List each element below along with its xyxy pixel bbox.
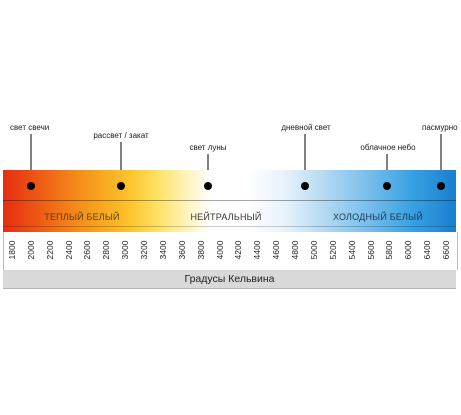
- marker-sunrise: [117, 182, 125, 190]
- tick-label: 4800: [290, 240, 301, 260]
- label-candle: свет свечи: [10, 123, 50, 132]
- tick-label: 5200: [327, 240, 338, 260]
- tick-label: 2000: [25, 240, 36, 260]
- zone-cold-label: ХОЛОДНЫЙ БЕЛЫЙ: [333, 212, 423, 222]
- tick-label: 2600: [82, 240, 93, 260]
- tick-label: 6000: [403, 240, 414, 260]
- label-sunrise: рассвет / закат: [93, 131, 149, 140]
- tick-label: 5800: [384, 240, 395, 260]
- band-divider-bottom: [3, 226, 456, 227]
- tick-label: 6400: [422, 240, 433, 260]
- kelvin-scale: [3, 232, 458, 270]
- label-overcast: пасмурно: [422, 123, 458, 132]
- band-divider-top: [3, 200, 456, 201]
- color-temperature-band: [3, 170, 456, 232]
- marker-daylight: [301, 182, 309, 190]
- label-moon: свет луны: [189, 143, 227, 152]
- zone-neutral-label: НЕЙТРАЛЬНЫЙ: [190, 212, 262, 222]
- marker-cloudy: [383, 182, 391, 190]
- tick-label: 3800: [195, 240, 206, 260]
- tick-label: 1800: [7, 240, 17, 260]
- tick-label: 3000: [120, 240, 131, 260]
- tick-label: 2400: [63, 240, 74, 260]
- tick-label: 5600: [365, 240, 376, 260]
- label-daylight: дневной свет: [281, 123, 331, 132]
- tick-label: 5400: [346, 240, 357, 260]
- tick-label: 5000: [308, 240, 319, 260]
- tick-label: 3400: [157, 240, 168, 260]
- marker-candle: [27, 182, 35, 190]
- tick-label: 6600: [441, 240, 451, 260]
- tick-label: 4000: [214, 240, 225, 260]
- tick-label: 4200: [233, 240, 244, 260]
- scale-caption: Градусы Кельвина: [3, 270, 456, 289]
- zone-warm-label: ТЕПЛЫЙ БЕЛЫЙ: [44, 212, 120, 222]
- marker-overcast: [437, 182, 445, 190]
- tick-label: 4600: [271, 240, 282, 260]
- tick-label: 2200: [44, 240, 55, 260]
- tick-label: 3600: [176, 240, 187, 260]
- label-cloudy: облачное небо: [360, 143, 416, 152]
- tick-label: 2800: [101, 240, 112, 260]
- tick-label: 4400: [252, 240, 263, 260]
- tick-label: 3200: [139, 240, 150, 260]
- marker-moon: [204, 182, 212, 190]
